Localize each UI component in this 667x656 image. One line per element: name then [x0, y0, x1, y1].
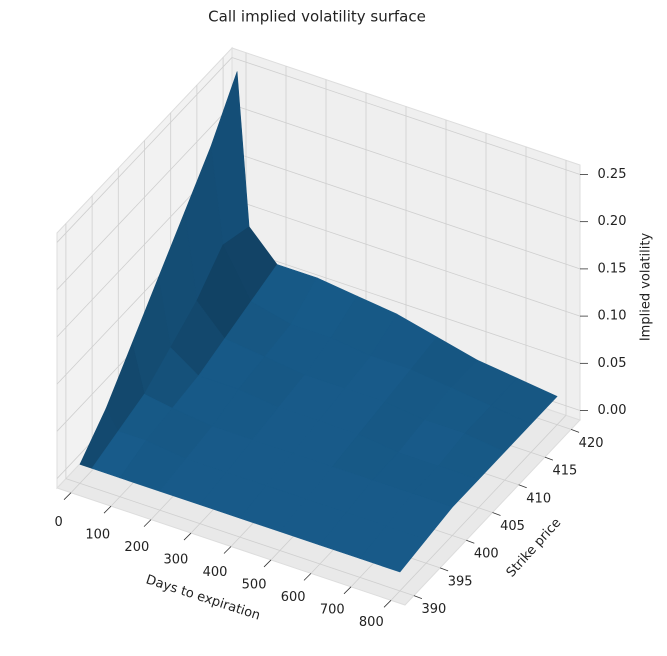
z-tick-label: 0.20 — [598, 214, 627, 229]
x-tick-label: 700 — [320, 603, 345, 618]
x-tick-label: 200 — [124, 540, 149, 555]
grid-line — [231, 57, 581, 175]
tick-mark — [303, 573, 312, 581]
x-tick-label: 400 — [203, 565, 228, 580]
surface — [79, 71, 558, 573]
grid-line — [56, 104, 233, 290]
z-tick-label: 0.10 — [598, 309, 627, 324]
chart-title: Call implied volatility surface — [208, 8, 426, 26]
x-tick-label: 100 — [85, 527, 110, 542]
x-tick-label: 300 — [164, 552, 189, 567]
x-tick-label: 800 — [359, 615, 384, 630]
tick-mark — [518, 484, 527, 489]
grid-line — [231, 151, 581, 270]
tick-mark — [413, 595, 423, 599]
tick-mark — [223, 546, 232, 554]
x-tick-label: 500 — [242, 578, 267, 593]
tick-mark — [263, 559, 272, 568]
tick-mark — [103, 505, 112, 514]
y-tick-label: 390 — [421, 602, 446, 617]
tick-mark — [544, 456, 554, 461]
z-tick-label: 0.15 — [598, 261, 627, 276]
x-tick-label: 600 — [281, 590, 306, 605]
y-tick-label: 405 — [500, 519, 525, 534]
tick-mark — [439, 567, 449, 572]
y-tick-label: 410 — [526, 491, 551, 506]
surface-patch — [359, 525, 427, 573]
tick-mark — [343, 586, 352, 595]
grid-line — [65, 478, 415, 596]
tick-mark — [466, 539, 475, 544]
y-tick-label: 415 — [552, 464, 577, 479]
grid-line — [231, 245, 581, 364]
z-tick-label: 0.00 — [598, 403, 627, 418]
axes: 0100200300400500600700800390395400405410… — [55, 167, 627, 630]
tick-mark — [492, 512, 501, 516]
z-tick-label: 0.25 — [598, 167, 627, 182]
z-axis-label: Implied volatility — [639, 233, 654, 342]
y-tick-label: 420 — [579, 436, 604, 451]
y-tick-label: 400 — [474, 547, 499, 562]
grid-line — [231, 104, 581, 223]
z-tick-label: 0.05 — [598, 356, 627, 371]
tick-mark — [383, 600, 392, 608]
grid-line — [231, 198, 581, 317]
tick-mark — [183, 532, 192, 541]
grid-line — [56, 57, 233, 243]
tick-mark — [63, 492, 72, 500]
x-tick-label: 0 — [55, 515, 63, 530]
tick-mark — [143, 519, 152, 527]
tick-mark — [570, 429, 580, 433]
y-tick-label: 395 — [448, 574, 473, 589]
